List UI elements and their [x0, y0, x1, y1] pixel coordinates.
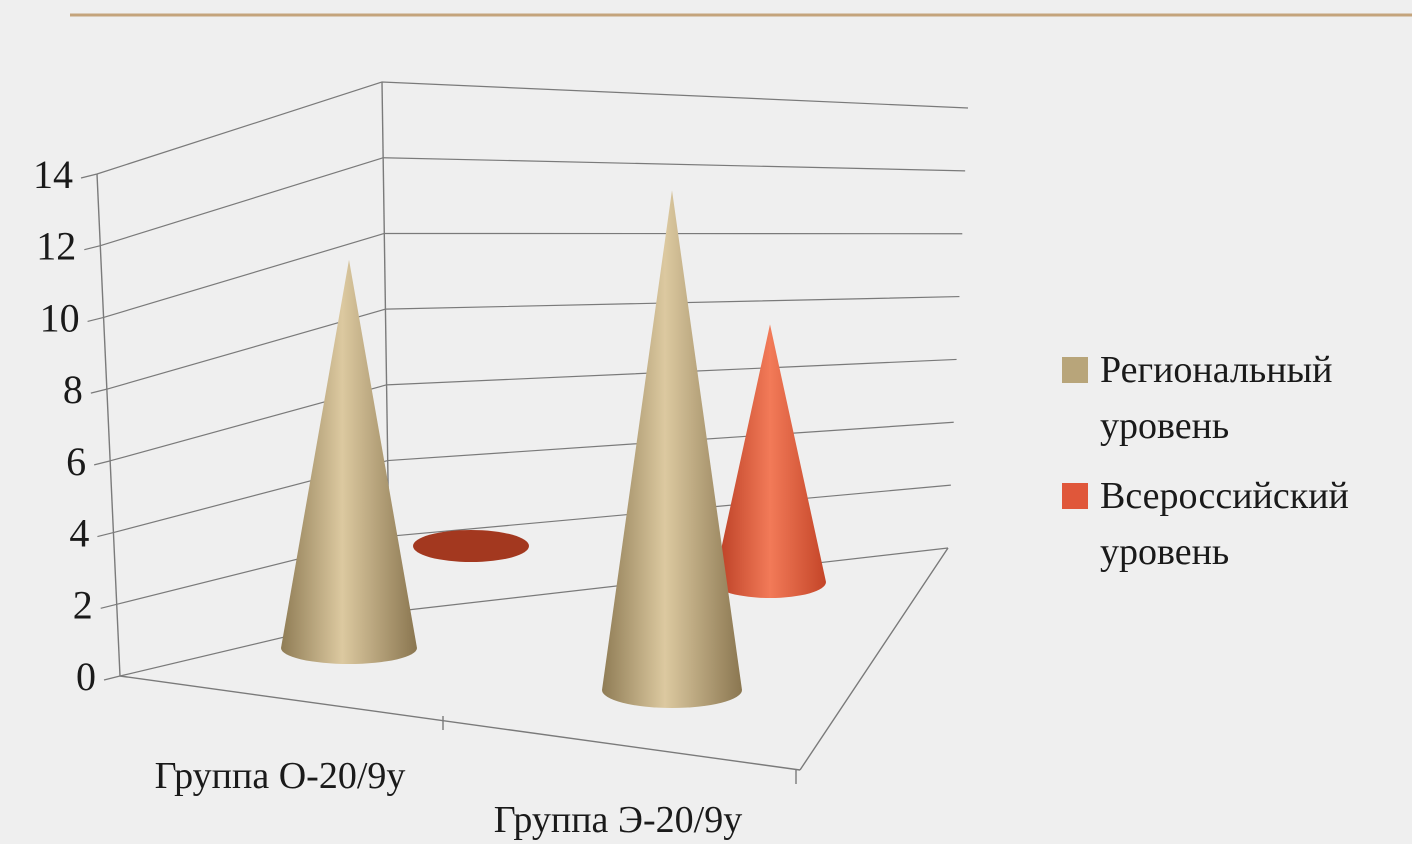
y-tick-label-4: 4 [69, 511, 89, 556]
legend-swatch-national [1062, 483, 1088, 509]
y-tick-mark-0 [103, 675, 121, 681]
y-tick-label-8: 8 [63, 367, 83, 412]
y-tick-mark-4 [97, 531, 114, 538]
y-tick-mark-10 [87, 316, 104, 323]
gridline-2 [116, 484, 951, 605]
cone-regional-group-e [602, 190, 742, 708]
gridline-0 [119, 547, 949, 677]
y-tick-mark-12 [84, 245, 101, 251]
floor-right-edge [799, 547, 949, 771]
cone-national-group-e [714, 324, 826, 598]
y-tick-mark-14 [80, 173, 98, 179]
gridline-12 [100, 157, 966, 247]
legend-item-regional: Региональный уровень [1062, 342, 1407, 454]
cone-regional-group-o [281, 259, 417, 664]
y-axis-line [96, 173, 121, 677]
axes [96, 81, 949, 784]
legend-item-national: Всероссийский уровень [1062, 468, 1407, 580]
x-tick-label-1: Группа Э-20/9у [494, 799, 742, 841]
x-axis-labels: Группа О-20/9у Группа Э-20/9у [155, 755, 743, 841]
x-tick-label-0: Группа О-20/9у [155, 755, 406, 797]
gridline-4 [113, 421, 954, 534]
y-tick-mark-2 [100, 603, 117, 609]
y-tick-mark-6 [93, 460, 111, 466]
gridline-8 [106, 295, 960, 390]
y-tick-mark-8 [90, 388, 108, 394]
gridline-6 [109, 358, 957, 462]
y-tick-label-2: 2 [73, 582, 93, 627]
y-tick-label-10: 10 [40, 295, 80, 340]
legend-label-national: Всероссийский уровень [1100, 475, 1349, 573]
y-tick-label-6: 6 [66, 439, 86, 484]
gridline-14 [96, 81, 969, 175]
y-tick-label-12: 12 [36, 224, 76, 269]
x-axis-line [119, 675, 801, 771]
gridline-10 [103, 232, 963, 319]
gridlines [96, 81, 969, 677]
cone-national-group-o [413, 530, 529, 562]
y-tick-label-14: 14 [33, 152, 73, 197]
y-axis-ticks: 0 2 4 6 8 10 12 14 [33, 152, 121, 699]
legend: Региональный уровень Всероссийский урове… [1062, 342, 1407, 594]
cones [281, 190, 826, 708]
y-tick-label-0: 0 [76, 654, 96, 699]
legend-swatch-regional [1062, 357, 1088, 383]
legend-label-regional: Региональный уровень [1100, 349, 1333, 447]
